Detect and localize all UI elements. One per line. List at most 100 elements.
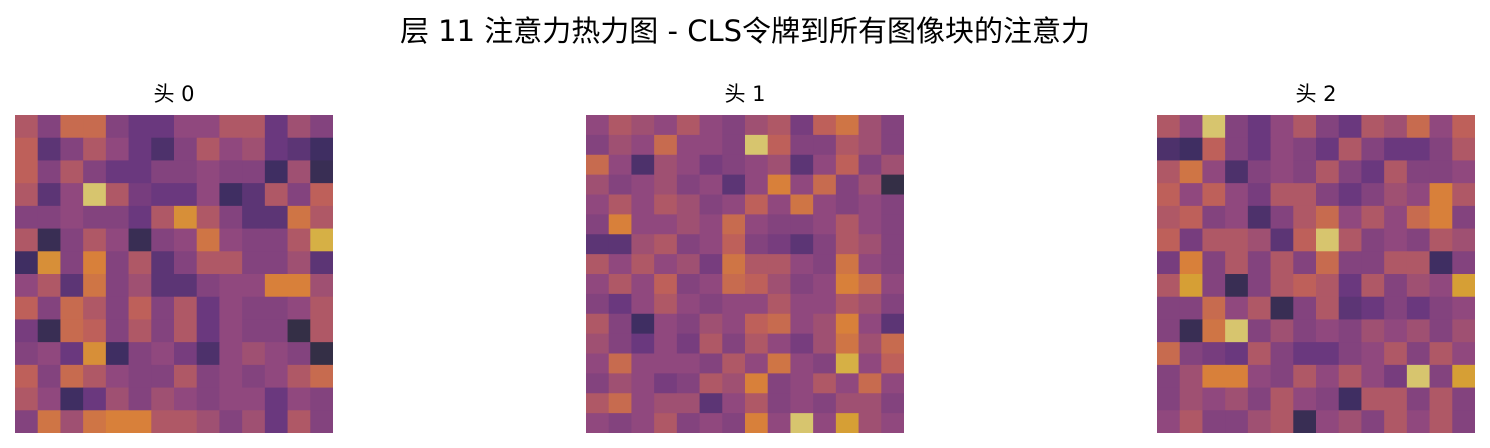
heatmap-cell [196, 296, 220, 320]
heatmap-cell [586, 373, 610, 394]
heatmap-cell [631, 194, 655, 215]
heatmap-cell [1338, 296, 1362, 320]
heatmap-cell [37, 115, 61, 139]
heatmap-cell [1316, 319, 1340, 343]
heatmap-cell [151, 228, 175, 252]
heatmap-cell [1293, 160, 1317, 184]
heatmap-cell [83, 296, 107, 320]
heatmap-cell [196, 387, 220, 411]
heatmap-cell [37, 364, 61, 389]
heatmap-panel-head-0: 头 0 [15, 77, 333, 433]
heatmap-cell [767, 234, 791, 255]
heatmap-cell [105, 319, 130, 343]
heatmap-cell [631, 214, 655, 235]
heatmap-cell [151, 296, 175, 320]
heatmap-cell [1179, 342, 1203, 366]
heatmap-cell [1270, 115, 1294, 139]
heatmap-cell [1452, 160, 1475, 184]
heatmap-cell [219, 274, 243, 298]
heatmap-cell [15, 251, 39, 275]
heatmap-cell [1384, 387, 1408, 411]
heatmap-cell [586, 174, 610, 196]
heatmap-cell [310, 115, 333, 139]
heatmap-cell [1452, 319, 1475, 343]
heatmap-cell [128, 160, 152, 184]
heatmap-cell [790, 154, 814, 176]
heatmap-cell [287, 160, 311, 184]
heatmap-cell [1338, 319, 1362, 343]
heatmap-cell [264, 319, 289, 343]
heatmap-cell [83, 160, 107, 184]
heatmap-cell [174, 228, 198, 252]
heatmap-cell [1384, 137, 1408, 161]
heatmap-cell [219, 183, 243, 207]
heatmap-cell [1179, 160, 1203, 184]
heatmap-cell [219, 160, 243, 184]
heatmap-cell [699, 134, 723, 156]
heatmap-cell [1316, 137, 1340, 161]
heatmap-cell [242, 183, 266, 207]
heatmap-cell [1452, 274, 1475, 298]
heatmap-cell [745, 134, 769, 156]
heatmap-cell [1338, 228, 1362, 252]
heatmap-cell [196, 319, 220, 343]
heatmap-cell [151, 160, 175, 184]
heatmap-cell [1157, 342, 1181, 366]
heatmap-cell [858, 154, 882, 176]
heatmap-cell [608, 393, 632, 414]
heatmap-cell [790, 254, 814, 275]
heatmap-cell [631, 134, 655, 156]
heatmap-cell [242, 342, 266, 366]
heatmap-cell [722, 115, 746, 136]
heatmap-cell [790, 174, 814, 196]
heatmap-cell [287, 137, 311, 161]
heatmap-cell [745, 254, 769, 275]
heatmap-cell [1157, 274, 1181, 298]
heatmap-cell [60, 205, 84, 230]
heatmap-cell [586, 134, 610, 156]
heatmap-cell [1270, 296, 1294, 320]
heatmap-cell [835, 274, 860, 295]
heatmap-cell [813, 194, 837, 215]
heatmap-cell [264, 160, 289, 184]
heatmap-cell [722, 293, 746, 315]
heatmap-cell [790, 393, 814, 414]
heatmap-cell [722, 313, 746, 335]
heatmap-cell [1316, 183, 1340, 207]
heatmap-cell [287, 183, 311, 207]
heatmap-cell [699, 393, 723, 414]
heatmap-cell [745, 214, 769, 235]
heatmap-cell [1157, 410, 1181, 433]
heatmap-cell [835, 134, 860, 156]
heatmap-cell [15, 137, 39, 161]
heatmap-cell [151, 319, 175, 343]
heatmap-cell [1384, 228, 1408, 252]
heatmap-cell [151, 410, 175, 433]
heatmap-cell [1384, 205, 1408, 230]
heatmap-cell [310, 274, 333, 298]
heatmap-cell [745, 393, 769, 414]
heatmap-cell [1316, 410, 1340, 433]
heatmap-cell [60, 387, 84, 411]
heatmap-cell [1406, 274, 1431, 298]
heatmap-cell [767, 115, 791, 136]
heatmap-cell [242, 115, 266, 139]
heatmap-cell [1429, 410, 1453, 433]
heatmap-cell [83, 274, 107, 298]
heatmap-cell [128, 342, 152, 366]
heatmap-cell [608, 154, 632, 176]
heatmap-cell [881, 154, 904, 176]
heatmap-cell [813, 234, 837, 255]
heatmap-cell [1452, 342, 1475, 366]
heatmap-cell [310, 137, 333, 161]
heatmap-cell [722, 333, 746, 355]
heatmap-cell [813, 254, 837, 275]
heatmap-cell [1406, 319, 1431, 343]
heatmap-cell [1247, 228, 1272, 252]
heatmap-cell [1293, 319, 1317, 343]
heatmap-cell [83, 228, 107, 252]
heatmap-cell [1429, 364, 1453, 389]
heatmap-cell [1361, 387, 1385, 411]
heatmap-cell [654, 333, 678, 355]
heatmap-cell [790, 413, 814, 433]
